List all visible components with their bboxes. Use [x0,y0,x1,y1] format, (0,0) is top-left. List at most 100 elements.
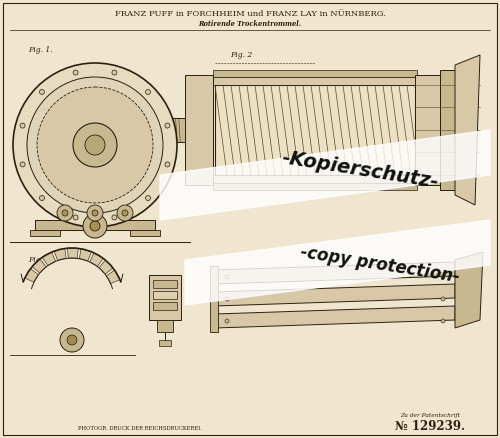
Bar [213,70,417,77]
Circle shape [73,70,78,75]
Bar [440,70,455,190]
Polygon shape [30,122,38,127]
Circle shape [117,205,133,221]
Bar [153,291,177,299]
Circle shape [165,162,170,167]
Circle shape [13,63,177,227]
Polygon shape [146,108,153,113]
Polygon shape [128,88,134,95]
Bar [143,112,153,148]
Polygon shape [55,89,61,96]
Polygon shape [92,77,94,85]
Polygon shape [110,79,114,88]
Polygon shape [140,183,148,189]
Polygon shape [51,191,57,198]
Circle shape [92,210,98,216]
Bar [130,230,160,236]
Polygon shape [32,259,46,273]
Text: Rotirende Trockentrommel.: Rotirende Trockentrommel. [198,20,302,28]
Polygon shape [124,197,129,205]
Circle shape [87,205,103,221]
Bar [215,85,415,175]
Polygon shape [140,99,146,106]
Circle shape [85,135,105,155]
Polygon shape [46,186,52,193]
Polygon shape [104,78,108,86]
Polygon shape [135,95,142,102]
Polygon shape [39,179,46,185]
Circle shape [62,210,68,216]
Bar [415,75,440,185]
Polygon shape [112,202,116,210]
Polygon shape [68,248,78,258]
Polygon shape [150,117,158,122]
Polygon shape [54,248,66,261]
Circle shape [441,297,445,301]
Bar [159,340,171,346]
Circle shape [112,215,117,220]
Polygon shape [31,165,39,170]
Polygon shape [34,171,42,176]
Bar [30,230,60,236]
Bar [213,77,417,85]
Text: Fig. 1.: Fig. 1. [28,46,52,54]
Polygon shape [74,80,78,88]
Bar [210,266,218,332]
Polygon shape [86,205,88,212]
Text: № 129239.: № 129239. [395,420,465,434]
Polygon shape [66,199,70,207]
Bar [213,183,417,190]
Polygon shape [153,127,161,131]
Polygon shape [148,114,156,119]
Polygon shape [35,173,43,179]
Polygon shape [150,166,158,171]
Polygon shape [81,78,84,86]
Polygon shape [58,87,64,95]
Text: Fig. 3.: Fig. 3. [28,256,52,264]
Polygon shape [154,151,162,154]
Polygon shape [45,220,145,227]
Polygon shape [84,78,87,86]
Polygon shape [155,145,163,147]
Polygon shape [28,129,36,133]
Bar [150,118,185,142]
Polygon shape [44,184,51,191]
Bar [149,275,181,320]
Polygon shape [103,204,106,212]
Polygon shape [126,195,132,203]
Polygon shape [152,161,160,164]
Polygon shape [108,78,111,87]
Polygon shape [455,252,483,328]
Polygon shape [29,159,37,162]
Text: Zu der Patentschrift: Zu der Patentschrift [400,413,460,417]
Polygon shape [52,91,59,99]
Polygon shape [90,253,104,266]
Polygon shape [93,205,95,213]
Text: PHOTOGR. DRUCK DER REICHSDRUCKEREI.: PHOTOGR. DRUCK DER REICHSDRUCKEREI. [78,425,202,431]
Circle shape [60,328,84,352]
Circle shape [122,210,128,216]
Polygon shape [121,198,126,206]
Polygon shape [70,81,75,89]
Polygon shape [42,101,50,107]
Polygon shape [133,92,139,99]
Polygon shape [40,104,48,110]
Polygon shape [88,77,90,85]
Polygon shape [185,220,490,305]
Bar [157,320,173,332]
Polygon shape [134,190,140,197]
Polygon shape [144,178,152,184]
Polygon shape [41,181,48,188]
Polygon shape [60,196,65,204]
Circle shape [146,89,150,95]
Polygon shape [98,77,100,85]
Circle shape [165,123,170,128]
Polygon shape [149,170,157,174]
Polygon shape [155,141,163,143]
Polygon shape [27,147,35,148]
Polygon shape [34,113,42,118]
Polygon shape [118,200,122,208]
Text: FRANZ PUFF in FORCHHEIM und FRANZ LAY in NÜRNBERG.: FRANZ PUFF in FORCHHEIM und FRANZ LAY in… [114,10,386,18]
Circle shape [57,205,73,221]
Polygon shape [115,201,119,209]
